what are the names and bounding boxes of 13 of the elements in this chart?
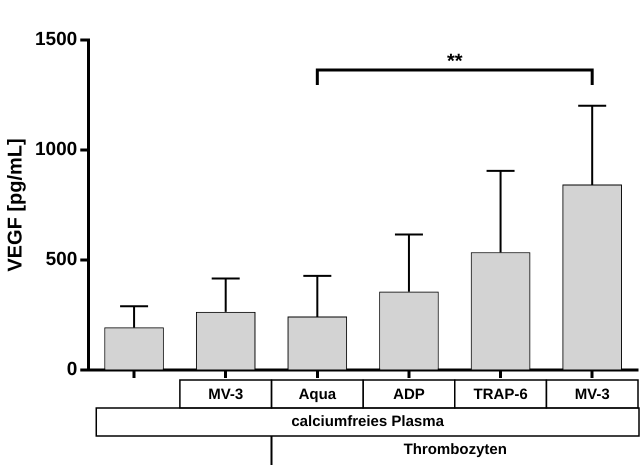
text: calciumfreies Plasma [291, 413, 445, 430]
y-tick-label: 0 [66, 359, 78, 380]
x-tick-label: MV-3 [208, 386, 244, 404]
x-tick-label: MV-3 [574, 386, 610, 404]
x-tick-label: ADP [393, 386, 425, 404]
y-tick-label: 1000 [34, 139, 78, 160]
annotation: ** [446, 50, 463, 73]
x-tick-label: Aqua [298, 386, 337, 404]
y-tick-label: 500 [46, 249, 78, 270]
y-axis-title: VEGF [pg/mL] [4, 138, 27, 272]
text: Thrombozyten [404, 441, 507, 458]
x-tick-label: TRAP-6 [473, 386, 528, 404]
y-tick-label: 1500 [34, 29, 78, 50]
